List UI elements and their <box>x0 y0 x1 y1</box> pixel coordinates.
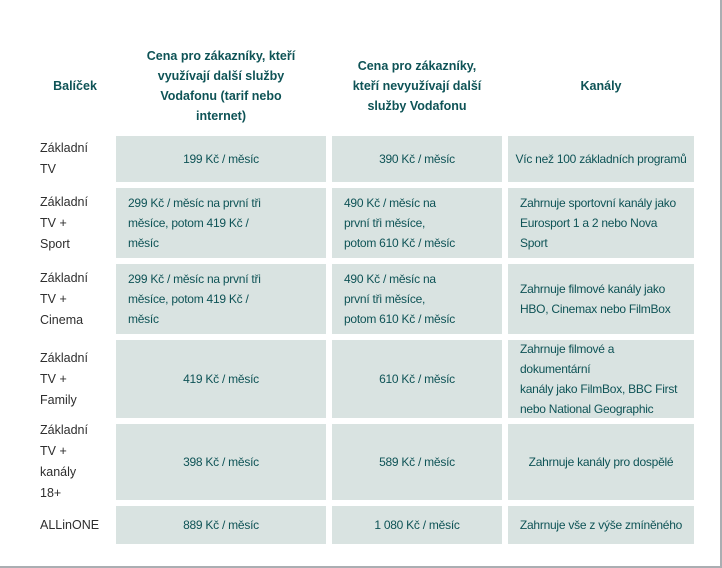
package-label: Základní TV + Sport <box>40 194 88 251</box>
package-label: Základní TV + kanály 18+ <box>40 423 88 500</box>
channels-cell: Zahrnuje filmové kanály jako HBO, Cinema… <box>508 264 694 334</box>
pricing-table: Balíček Cena pro zákazníky, kteří využív… <box>40 42 720 544</box>
price-without-cell: 1 080 Kč / měsíc <box>332 506 502 544</box>
package-label: ALLinONE <box>40 517 100 532</box>
channels-cell: Zahrnuje sportovní kanály jako Eurosport… <box>508 188 694 258</box>
price-with-cell: 299 Kč / měsíc na první tři měsíce, poto… <box>116 188 326 258</box>
price-with-cell: 889 Kč / měsíc <box>116 506 326 544</box>
price-with-cell: 199 Kč / měsíc <box>116 136 326 182</box>
channels-cell: Zahrnuje vše z výše zmíněného <box>508 506 694 544</box>
package-label: Základní TV + Cinema <box>40 270 88 327</box>
price-without-cell: 490 Kč / měsíc na první tři měsíce, poto… <box>332 264 502 334</box>
package-label: Základní TV + Family <box>40 350 88 407</box>
price-with-cell: 398 Kč / měsíc <box>116 424 326 500</box>
package-label: Základní TV <box>40 141 88 176</box>
channels-cell: Víc než 100 základních programů <box>508 136 694 182</box>
header-package: Balíček <box>53 79 97 93</box>
price-without-cell: 390 Kč / měsíc <box>332 136 502 182</box>
price-with-cell: 419 Kč / měsíc <box>116 340 326 418</box>
price-without-cell: 589 Kč / měsíc <box>332 424 502 500</box>
channels-cell: Zahrnuje kanály pro dospělé <box>508 424 694 500</box>
price-with-cell: 299 Kč / měsíc na první tři měsíce, poto… <box>116 264 326 334</box>
header-price-with-services: Cena pro zákazníky, kteří využívají dalš… <box>146 49 296 123</box>
channels-cell: Zahrnuje filmové a dokumentární kanály j… <box>508 340 694 418</box>
header-channels: Kanály <box>580 79 622 93</box>
price-without-cell: 610 Kč / měsíc <box>332 340 502 418</box>
header-price-without-services: Cena pro zákazníky, kteří nevyužívají da… <box>352 59 482 113</box>
price-without-cell: 490 Kč / měsíc na první tři měsíce, poto… <box>332 188 502 258</box>
